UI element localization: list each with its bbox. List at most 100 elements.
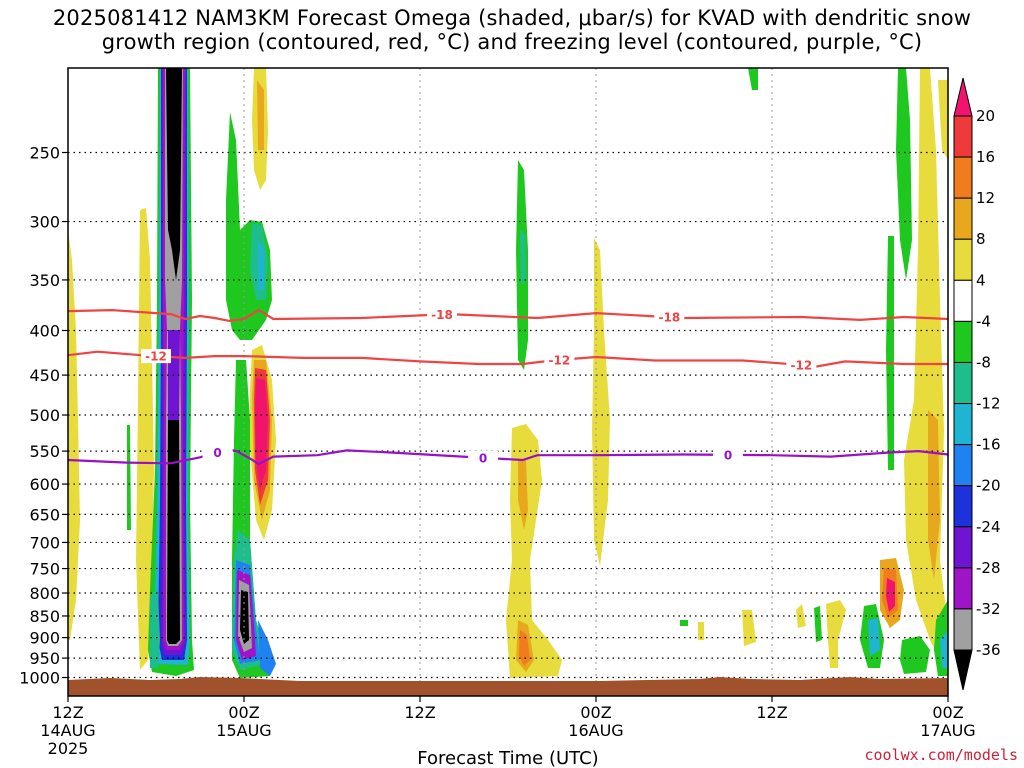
y-tick-label: 950 — [29, 649, 60, 668]
contour-label: -18 — [658, 311, 680, 325]
omega-cell — [519, 630, 530, 666]
colorbar-swatch — [953, 156, 973, 199]
contour-label: -18 — [431, 308, 453, 322]
x-tick-date: 16AUG — [568, 721, 623, 740]
y-tick-label: 550 — [29, 442, 60, 461]
y-tick-label: 350 — [29, 271, 60, 290]
x-tick-label: 00Z — [932, 703, 963, 722]
plot-border — [67, 67, 949, 697]
colorbar-swatch — [953, 485, 973, 528]
y-tick-label: 850 — [29, 607, 60, 626]
contour-line — [68, 308, 948, 323]
omega-cell — [136, 208, 154, 670]
omega-cell — [520, 230, 526, 285]
colorbar-swatch — [953, 238, 973, 281]
x-tick-year: 2025 — [48, 739, 89, 758]
contour-label-bg — [654, 310, 685, 325]
y-tick-label: 650 — [29, 505, 60, 524]
grid — [68, 68, 948, 696]
y-tick-label: 400 — [29, 322, 60, 341]
colorbar-label: -12 — [976, 395, 1001, 413]
contour-label-bg — [713, 447, 743, 462]
contour-label: -12 — [790, 358, 812, 372]
colorbar-swatch — [953, 279, 973, 322]
contour-label-bg — [202, 445, 233, 460]
title-line-2: growth region (contoured, red, °C) and f… — [101, 30, 923, 54]
omega-shading — [68, 68, 948, 678]
x-tick-label: 00Z — [580, 703, 611, 722]
omega-cell — [940, 630, 948, 668]
omega-cell — [680, 620, 688, 626]
title-line-1: 2025081412 NAM3KM Forecast Omega (shaded… — [52, 6, 972, 30]
colorbar-arrow-bottom — [953, 649, 973, 691]
colorbar-arrow-top — [953, 77, 973, 117]
omega-cell — [814, 606, 822, 642]
colorbar-label: -8 — [976, 353, 991, 371]
x-tick-date: 17AUG — [920, 721, 975, 740]
colorbar-label: -24 — [976, 518, 1001, 536]
omega-cell — [886, 578, 895, 612]
colorbar-label: -28 — [976, 559, 1001, 577]
omega-cell — [826, 600, 846, 668]
contour-label-bg — [544, 352, 575, 367]
y-tick-label: 800 — [29, 584, 60, 603]
colorbar-label: -36 — [976, 641, 1001, 659]
colorbar-swatch — [953, 115, 973, 158]
omega-cell — [518, 460, 528, 530]
y-tick-label: 450 — [29, 366, 60, 385]
omega-cell — [240, 590, 249, 644]
colorbar-label: 4 — [976, 271, 986, 289]
y-tick-label: 900 — [29, 629, 60, 648]
x-tick-label: 12Z — [404, 703, 435, 722]
colorbar-label: -20 — [976, 477, 1001, 495]
omega-cell — [258, 620, 276, 676]
x-tick-label: 12Z — [52, 703, 83, 722]
omega-cell — [896, 68, 912, 280]
y-axis: 250 300 350 400 450 500 550 600 650 700 750 800 850 9… — [19, 144, 68, 688]
y-tick-label: 600 — [29, 475, 60, 494]
y-tick-label: 750 — [29, 560, 60, 579]
colorbar-swatch — [953, 403, 973, 446]
omega-cell — [796, 604, 806, 628]
colorbar-swatch — [953, 526, 973, 569]
colorbar-label: 16 — [976, 148, 995, 166]
credit-text: coolwx.com/models — [864, 746, 1018, 764]
colorbar-label: 12 — [976, 189, 995, 207]
omega-cell — [868, 618, 880, 656]
colorbar-swatch — [953, 567, 973, 610]
y-tick-label: 500 — [29, 406, 60, 425]
omega-cell — [166, 68, 182, 280]
contour-label: -12 — [145, 350, 167, 364]
contour-label-bg — [141, 349, 171, 364]
colorbar-swatch — [953, 320, 973, 363]
colorbar-label: 8 — [976, 230, 986, 248]
contour-labels: -18 -18 -12 -12 -12 0 0 0 — [141, 307, 817, 465]
colorbar-swatch — [953, 444, 973, 487]
x-tick-date: 15AUG — [216, 721, 271, 740]
contour-label: 0 — [213, 446, 221, 460]
chart-title: 2025081412 NAM3KM Forecast Omega (shaded… — [0, 6, 1024, 54]
omega-cell — [258, 240, 264, 290]
colorbar-label: -32 — [976, 600, 1001, 618]
x-tick-label: 00Z — [228, 703, 259, 722]
colorbar-swatch — [953, 608, 973, 651]
colorbar-label: -4 — [976, 312, 991, 330]
y-tick-label: 300 — [29, 213, 60, 232]
ground-terrain — [68, 677, 948, 696]
x-tick-date: 14AUG — [40, 721, 95, 740]
omega-cell — [900, 636, 930, 674]
contour-label-bg — [786, 357, 817, 372]
omega-cell — [167, 420, 180, 644]
x-tick-label: 12Z — [756, 703, 787, 722]
contour-label: -12 — [548, 353, 570, 367]
omega-cell — [742, 610, 756, 646]
colorbar-swatch — [953, 197, 973, 240]
omega-cell — [938, 80, 948, 160]
contour-label: 0 — [479, 451, 487, 465]
omega-cell — [886, 236, 894, 470]
contour-label: 0 — [724, 448, 732, 462]
omega-cell — [257, 80, 264, 150]
